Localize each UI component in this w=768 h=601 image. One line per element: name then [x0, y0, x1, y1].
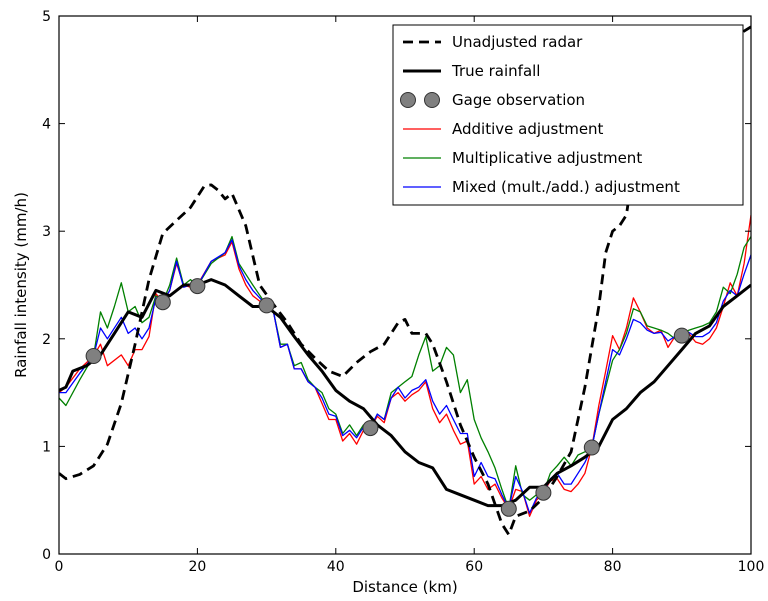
gage-observation-marker: [258, 297, 275, 314]
y-tick-label: 4: [42, 117, 51, 133]
legend-label-additive-adjustment: Additive adjustment: [452, 120, 604, 138]
tick-layer: 0 20 40 60 80 100 0 1 2 3 4 5: [42, 9, 764, 575]
y-tick-label: 5: [42, 9, 51, 25]
gage-observation-marker: [362, 420, 379, 437]
legend-box: [392, 24, 744, 206]
legend-label-gage-observation: Gage observation: [452, 91, 585, 109]
y-tick-label: 2: [42, 332, 51, 348]
x-tick-label: 80: [604, 559, 622, 575]
x-tick-label: 0: [55, 559, 64, 575]
y-tick-label: 1: [42, 439, 51, 455]
gage-observation-marker: [154, 294, 171, 311]
legend-marker-gage-observation: [400, 92, 416, 108]
legend: Unadjusted radar True rainfall Gage observ…: [392, 24, 744, 206]
gage-observation-marker: [535, 484, 552, 501]
x-tick-label: 40: [327, 559, 345, 575]
y-axis-label: Rainfall intensity (mm/h): [12, 192, 30, 378]
marker-layer: [85, 278, 690, 517]
x-tick-label: 20: [188, 559, 206, 575]
gage-observation-marker: [583, 439, 600, 456]
legend-marker-gage-observation: [424, 92, 440, 108]
x-tick-label: 100: [738, 559, 765, 575]
legend-label-unadjusted-radar: Unadjusted radar: [452, 33, 583, 51]
x-axis-label: Distance (km): [352, 578, 457, 596]
gage-observation-marker: [673, 327, 690, 344]
x-tick-label: 60: [465, 559, 483, 575]
legend-label-multiplicative-adjustment: Multiplicative adjustment: [452, 149, 642, 167]
legend-label-true-rainfall: True rainfall: [451, 62, 540, 80]
plot-frame: [58, 15, 752, 555]
y-tick-label: 0: [42, 547, 51, 563]
series-line-true-rainfall: [59, 278, 751, 508]
y-tick-label: 3: [42, 224, 51, 240]
gage-observation-marker: [500, 500, 517, 517]
gage-observation-marker: [85, 348, 102, 364]
legend-label-mixed-mult-add-adjustment: Mixed (mult./add.) adjustment: [452, 178, 680, 196]
gage-observation-marker: [189, 278, 206, 295]
